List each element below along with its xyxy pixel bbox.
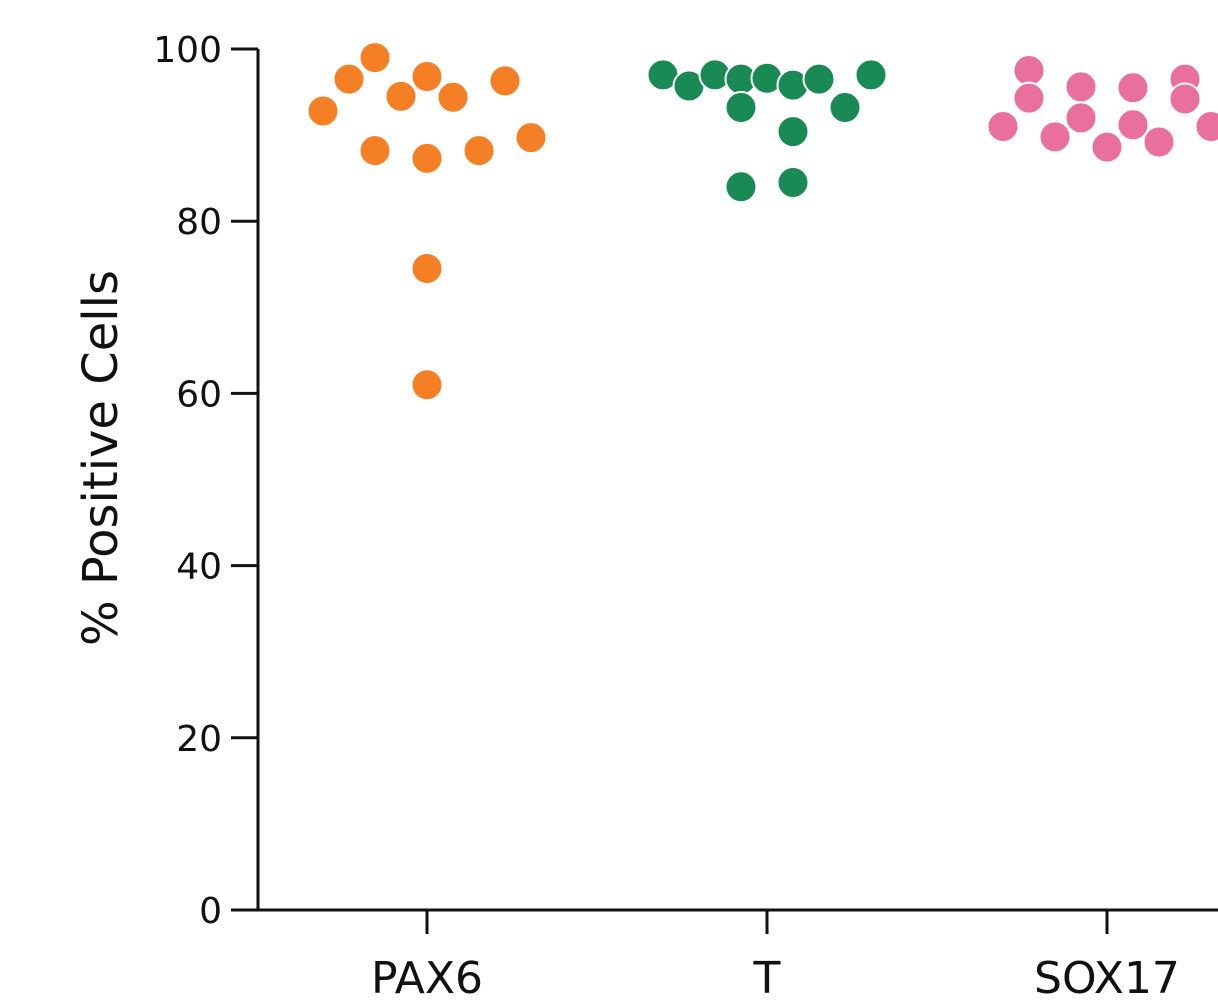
y-tick-label: 20 bbox=[176, 719, 222, 760]
data-point bbox=[306, 94, 340, 128]
data-point bbox=[802, 62, 836, 96]
data-point bbox=[1038, 120, 1072, 154]
data-point bbox=[776, 165, 810, 199]
y-axis: 0 20 40 60 80 100 bbox=[153, 30, 260, 932]
data-point bbox=[358, 134, 392, 168]
data-point bbox=[1142, 125, 1176, 159]
data-point bbox=[410, 60, 444, 94]
series-t bbox=[646, 58, 888, 204]
x-tick-label: T bbox=[753, 953, 781, 1004]
data-point bbox=[776, 115, 810, 149]
data-point bbox=[986, 109, 1020, 143]
x-tick-label: SOX17 bbox=[1034, 953, 1180, 1004]
data-point bbox=[436, 80, 470, 114]
data-point bbox=[410, 141, 444, 175]
y-tick-label: 0 bbox=[199, 891, 222, 932]
x-axis: PAX6 T SOX17 bbox=[258, 908, 1218, 1004]
data-point bbox=[828, 91, 862, 125]
data-point bbox=[1012, 81, 1046, 115]
data-point bbox=[724, 170, 758, 204]
data-point bbox=[1116, 71, 1150, 105]
data-point bbox=[1116, 108, 1150, 142]
data-point bbox=[1064, 70, 1098, 104]
data-point bbox=[1194, 109, 1218, 143]
data-point bbox=[724, 91, 758, 125]
y-tick-label: 40 bbox=[176, 547, 222, 588]
data-point bbox=[358, 41, 392, 75]
data-point bbox=[332, 62, 366, 96]
data-point bbox=[384, 79, 418, 113]
data-points bbox=[306, 41, 1218, 402]
data-point bbox=[514, 121, 548, 155]
data-point bbox=[1012, 54, 1046, 88]
data-point bbox=[410, 368, 444, 402]
y-axis-title: % Positive Cells bbox=[73, 270, 129, 646]
y-tick-label: 80 bbox=[176, 202, 222, 243]
series-sox17 bbox=[986, 54, 1218, 164]
x-tick-label: PAX6 bbox=[371, 953, 483, 1004]
data-point bbox=[488, 64, 522, 98]
data-point bbox=[410, 252, 444, 286]
data-point bbox=[1064, 101, 1098, 135]
data-point bbox=[1168, 82, 1202, 116]
y-tick-label: 60 bbox=[176, 374, 222, 415]
series-pax6 bbox=[306, 41, 548, 402]
data-point bbox=[1090, 130, 1124, 164]
data-point bbox=[462, 134, 496, 168]
data-point bbox=[854, 58, 888, 92]
y-tick-label: 100 bbox=[153, 30, 222, 71]
